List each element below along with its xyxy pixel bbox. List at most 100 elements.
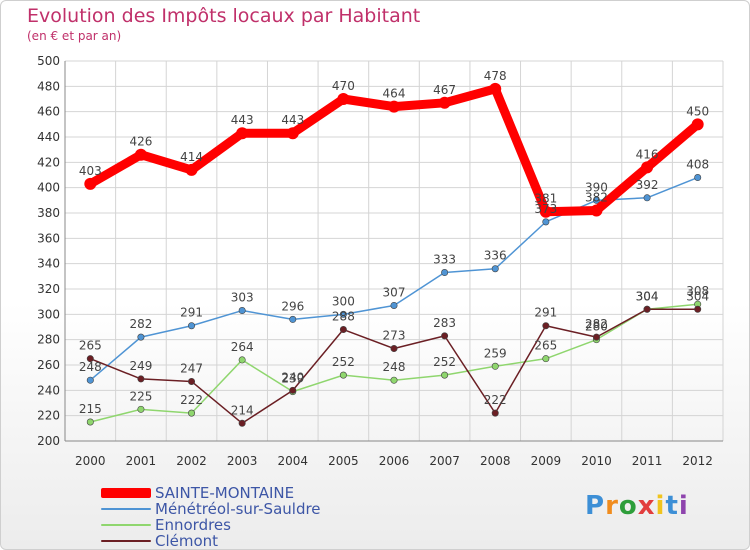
- x-tick-label: 2004: [277, 454, 308, 468]
- y-tick-label: 360: [37, 231, 60, 245]
- x-tick-label: 2009: [531, 454, 562, 468]
- data-point: [542, 218, 550, 226]
- x-tick-label: 2003: [227, 454, 258, 468]
- data-point: [238, 356, 246, 364]
- x-tick-label: 2010: [581, 454, 612, 468]
- data-label: 283: [433, 316, 456, 330]
- x-tick-label: 2011: [632, 454, 663, 468]
- data-point: [188, 322, 196, 330]
- data-point: [441, 269, 449, 277]
- logo-letter: x: [637, 491, 656, 521]
- data-label: 373: [534, 202, 557, 216]
- data-point: [542, 355, 550, 363]
- data-label: 249: [129, 359, 152, 373]
- data-point: [491, 362, 499, 370]
- x-tick-label: 2006: [379, 454, 410, 468]
- legend-swatch: [101, 508, 151, 510]
- data-label: 304: [636, 289, 659, 303]
- data-point: [694, 174, 702, 182]
- data-point: [134, 148, 147, 161]
- data-point: [86, 376, 94, 384]
- data-point: [238, 307, 246, 315]
- data-label: 470: [332, 79, 355, 93]
- data-label: 291: [180, 306, 203, 320]
- data-label: 303: [231, 291, 254, 305]
- data-label: 252: [433, 355, 456, 369]
- data-point: [491, 409, 499, 417]
- data-label: 280: [585, 320, 608, 334]
- data-label: 265: [534, 339, 557, 353]
- x-tick-label: 2002: [176, 454, 207, 468]
- data-point: [390, 345, 398, 353]
- chart-subtitle: (en € et par an): [27, 29, 122, 43]
- y-tick-label: 260: [37, 358, 60, 372]
- data-label: 215: [79, 402, 102, 416]
- data-point: [188, 409, 196, 417]
- data-label: 414: [180, 150, 203, 164]
- data-label: 382: [585, 190, 608, 204]
- data-label: 308: [686, 284, 709, 298]
- data-label: 443: [231, 113, 254, 127]
- data-label: 403: [79, 164, 102, 178]
- data-point: [286, 127, 299, 140]
- data-label: 222: [180, 393, 203, 407]
- x-tick-label: 2012: [682, 454, 713, 468]
- legend-item-ennordres: Ennordres: [101, 516, 321, 534]
- data-point: [441, 332, 449, 340]
- data-point: [137, 375, 145, 383]
- data-point: [289, 315, 297, 323]
- data-point: [185, 163, 198, 176]
- data-point: [236, 127, 249, 140]
- data-label: 336: [484, 249, 507, 263]
- data-label: 416: [636, 147, 659, 161]
- data-point: [542, 322, 550, 330]
- data-point: [388, 100, 400, 113]
- y-tick-label: 200: [37, 434, 60, 448]
- data-point: [643, 194, 651, 202]
- y-tick-label: 500: [37, 54, 60, 68]
- data-point: [339, 310, 347, 318]
- data-point: [590, 204, 603, 217]
- legend-label: Ennordres: [155, 516, 231, 534]
- data-point: [86, 418, 94, 426]
- y-tick-label: 300: [37, 307, 60, 321]
- data-label: 443: [281, 113, 304, 127]
- y-tick-label: 420: [37, 155, 60, 169]
- data-point: [289, 386, 297, 394]
- data-label: 291: [534, 306, 557, 320]
- data-label: 296: [281, 299, 304, 313]
- logo-letter: P: [585, 491, 606, 521]
- data-point: [489, 82, 502, 95]
- data-label: 307: [383, 285, 406, 299]
- data-label: 282: [129, 317, 152, 331]
- data-label: 408: [686, 158, 709, 172]
- data-point: [438, 96, 451, 109]
- data-label: 265: [79, 339, 102, 353]
- y-tick-label: 340: [37, 257, 60, 271]
- data-point: [137, 333, 145, 341]
- data-point: [137, 405, 145, 413]
- data-label: 304: [636, 289, 659, 303]
- y-tick-label: 380: [37, 206, 60, 220]
- logo-letter: t: [665, 491, 679, 521]
- data-point: [694, 305, 702, 313]
- data-point: [539, 205, 552, 218]
- data-point: [643, 305, 651, 313]
- data-label: 333: [433, 253, 456, 267]
- y-tick-label: 240: [37, 383, 60, 397]
- legend: SAINTE-MONTAINE Ménétréol-sur-Sauldre En…: [101, 484, 321, 549]
- x-tick-label: 2008: [480, 454, 511, 468]
- data-label: 426: [129, 135, 152, 149]
- data-label: 240: [281, 370, 304, 384]
- y-tick-label: 400: [37, 181, 60, 195]
- data-label: 467: [433, 83, 456, 97]
- legend-swatch: [101, 540, 151, 542]
- data-point: [592, 196, 600, 204]
- data-point: [238, 419, 246, 427]
- data-point: [491, 265, 499, 273]
- data-label: 282: [585, 317, 608, 331]
- logo-letter: r: [605, 491, 619, 521]
- data-label: 222: [484, 393, 507, 407]
- data-label: 390: [585, 180, 608, 194]
